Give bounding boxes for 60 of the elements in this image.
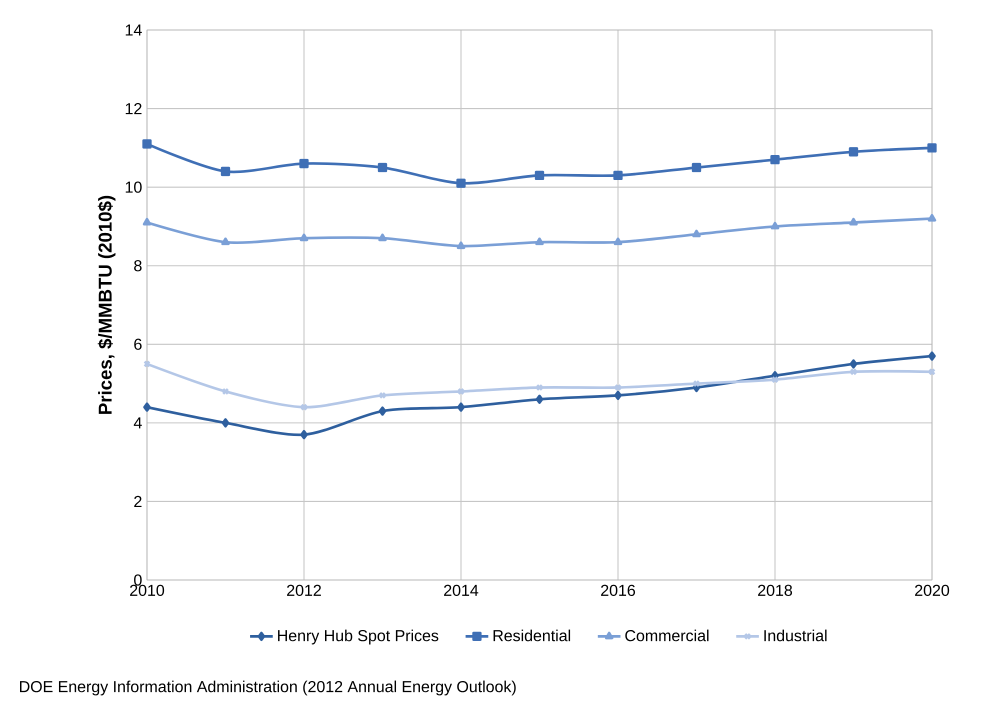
point [692,380,700,388]
point [771,376,779,384]
point [300,403,308,411]
point [221,238,230,246]
point [222,388,230,396]
point [300,430,308,440]
point [143,402,151,412]
point [770,222,780,230]
x-tick-label: 2018 [758,584,792,596]
point [692,162,702,172]
point [928,351,936,361]
point [142,218,152,226]
point [142,139,152,149]
x-tick-label: 2012 [287,584,321,596]
y-tick-label: 2 [134,496,142,508]
point [456,178,466,188]
text: DOE Energy Information Administration (2012 Annual Energy Outlook) [20,680,516,696]
point [536,394,544,404]
point [536,384,544,392]
point [613,170,623,180]
point [614,238,622,246]
point [848,147,858,156]
point [220,166,230,176]
point [299,158,309,168]
y-tick-label: 4 [134,417,142,428]
legend-label: Henry Hub Spot Prices [278,630,438,644]
point [927,143,937,153]
point [535,238,544,246]
x-tick-label: 2020 [915,584,950,596]
y-tick-label: 8 [134,260,142,272]
legend-label: Commercial [625,630,708,642]
y-axis-title: Prices, $/MMBTU (2010$) [98,196,116,414]
x-tick-label: 2016 [601,584,636,596]
point [770,155,780,164]
point [300,234,308,242]
point [378,406,386,416]
point [692,230,701,238]
point [457,388,465,396]
point [456,241,466,250]
point [378,392,386,400]
y-tick-label: 6 [134,338,142,350]
x-tick-label: 2014 [444,584,478,596]
legend-label: Residential [494,630,570,642]
y-tick-label: 14 [126,24,142,36]
point [850,368,858,376]
y-tick-label: 0 [134,574,142,586]
x-tick-label: 2010 [130,584,164,596]
point [457,402,465,412]
point [378,162,388,172]
point [534,170,544,180]
point [928,214,936,222]
point [378,234,387,242]
point [850,359,858,369]
point [849,218,858,226]
y-tick-label: 12 [126,103,142,114]
point [614,384,622,392]
y-tick-label: 10 [126,182,142,193]
legend-label: Industrial [764,630,827,642]
point [222,418,230,428]
point [614,390,622,400]
